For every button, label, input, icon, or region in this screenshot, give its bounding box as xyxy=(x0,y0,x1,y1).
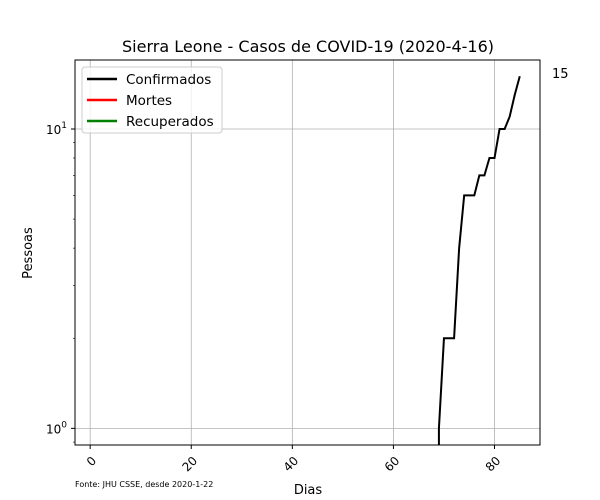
plot-frame xyxy=(74,59,541,446)
chart-title: Sierra Leone - Casos de COVID-19 (2020-4… xyxy=(122,37,494,56)
y-tick-label: 101 xyxy=(46,121,67,137)
last-value-label: 15 xyxy=(552,67,569,82)
legend-label: Recuperados xyxy=(126,114,214,130)
legend-box xyxy=(81,66,223,134)
legend: Confirmados Mortes Recuperados xyxy=(81,66,223,134)
series-line xyxy=(437,76,521,445)
series-lines xyxy=(437,76,521,445)
x-axis-label: Dias xyxy=(294,483,323,498)
y-tick-label: 100 xyxy=(46,420,67,436)
legend-label: Mortes xyxy=(126,93,172,109)
legend-label: Confirmados xyxy=(126,72,211,88)
y-ticks: 100 101 xyxy=(46,121,75,443)
source-note: Fonte: JHU CSSE, desde 2020-1-22 xyxy=(75,480,213,489)
y-axis-label: Pessoas xyxy=(21,227,36,279)
